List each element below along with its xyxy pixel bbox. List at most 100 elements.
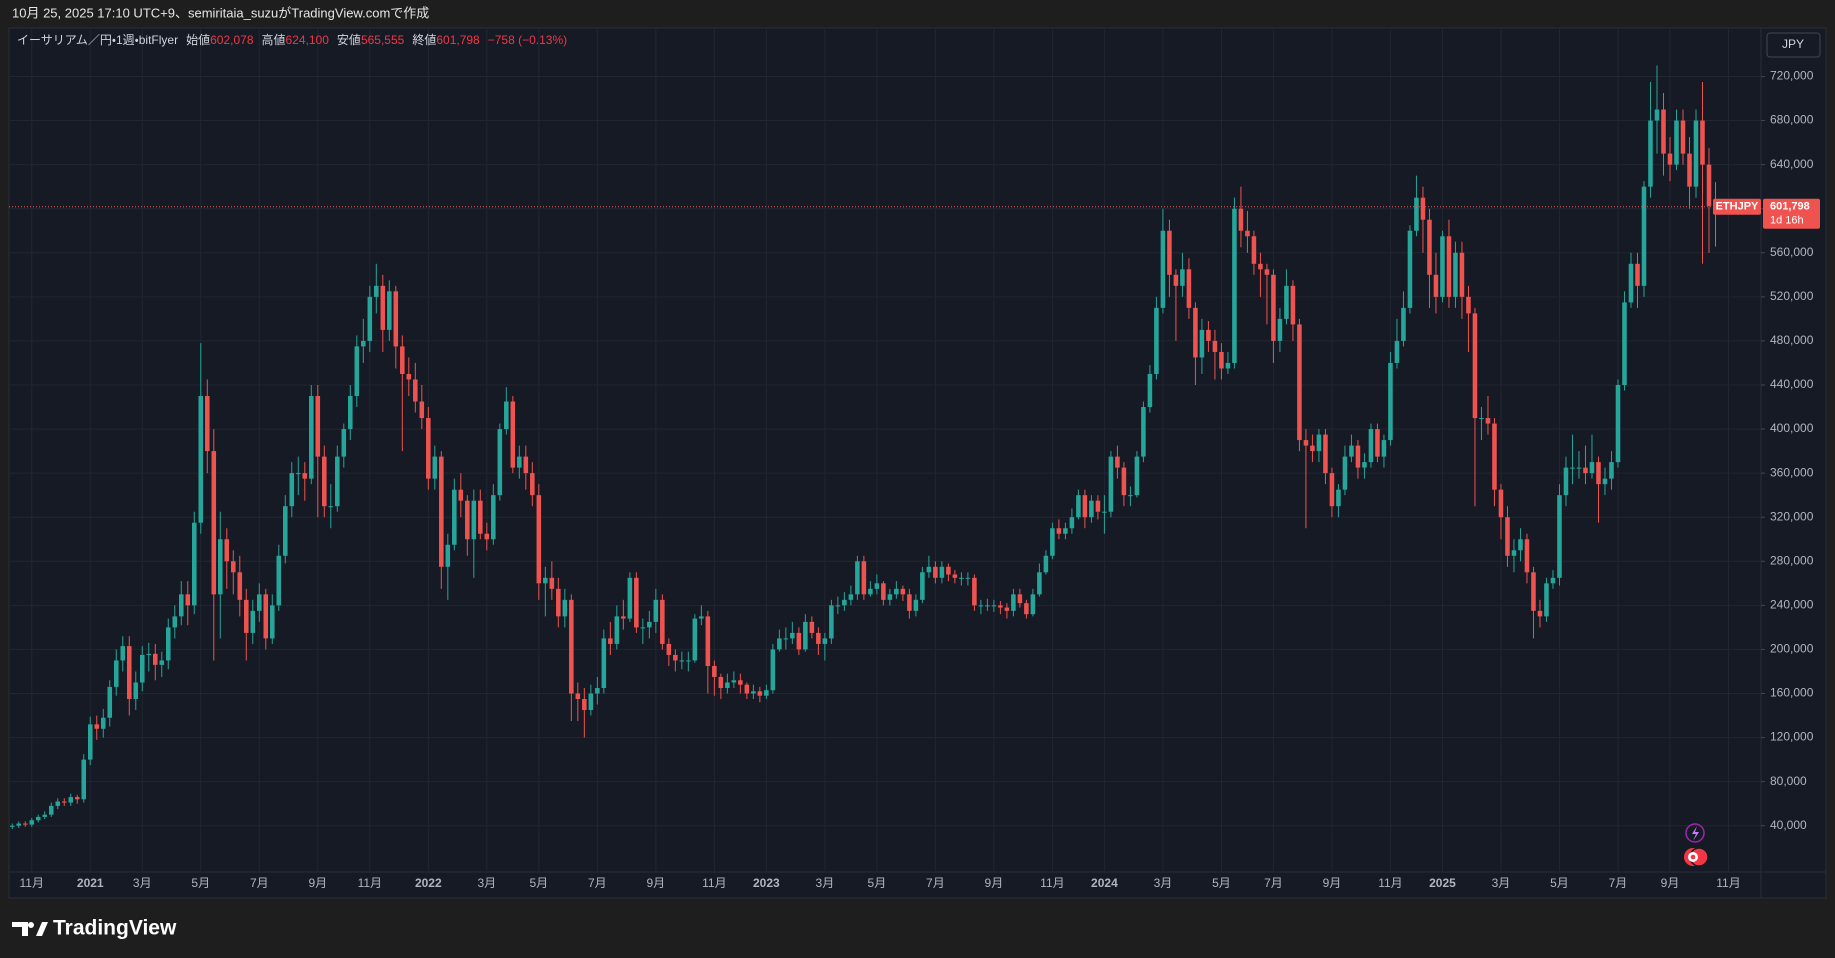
candle-body: [1479, 418, 1484, 420]
candle-body: [1056, 528, 1062, 534]
candle-body: [1596, 462, 1601, 485]
y-tick-label: 680,000: [1770, 113, 1814, 127]
candle-body: [1277, 318, 1283, 341]
candle-body: [380, 285, 386, 330]
candle-body: [1258, 263, 1263, 270]
candle-body: [1030, 594, 1036, 615]
candle-body: [595, 687, 600, 694]
candle-body: [218, 539, 223, 595]
candle-body: [848, 594, 854, 600]
candle-body: [185, 594, 191, 606]
candle-body: [1667, 153, 1673, 165]
candle-body: [1557, 495, 1562, 578]
candle-body: [1154, 307, 1159, 374]
candle-body: [1446, 236, 1452, 297]
currency-button[interactable]: [1766, 32, 1821, 58]
candle-body: [549, 577, 555, 589]
candle-body: [835, 605, 841, 607]
candle-body: [478, 500, 483, 534]
candle-body: [978, 605, 984, 607]
y-tick-label: 640,000: [1770, 157, 1814, 171]
candle-body: [1251, 236, 1257, 264]
candle-body: [133, 682, 139, 700]
candle-body: [250, 610, 256, 633]
candle-body: [244, 599, 249, 633]
x-tick-label: 7月: [926, 876, 945, 890]
candle-body: [497, 429, 503, 496]
x-tick-label: 7月: [250, 876, 269, 890]
candle-body: [1693, 120, 1699, 187]
x-tick-label: 3月: [133, 876, 152, 890]
candle-body: [647, 621, 652, 628]
candle-body: [1089, 500, 1094, 518]
candle-body: [1297, 324, 1302, 441]
candle-body: [1700, 120, 1705, 165]
grid: [9, 28, 1761, 872]
candle-body: [1407, 230, 1413, 308]
y-tick-label: 160,000: [1770, 686, 1814, 700]
candle-body: [55, 801, 61, 806]
candle-body: [946, 566, 951, 575]
candle-body: [387, 291, 392, 330]
x-tick-label: 2025: [1429, 876, 1456, 890]
alert-icon[interactable]: [1685, 823, 1705, 843]
candle-body: [1167, 230, 1172, 275]
change-value: −758 (−0.13%): [488, 33, 567, 47]
y-tick-label: 720,000: [1770, 69, 1814, 83]
candle-body: [855, 561, 860, 595]
candle-body: [705, 616, 711, 666]
candle-body: [1362, 462, 1367, 468]
candle-body: [1238, 208, 1244, 231]
event-icon-core: [1690, 854, 1696, 860]
candle-body: [48, 805, 54, 815]
candle-body: [211, 451, 217, 595]
candle-body: [699, 616, 704, 619]
x-tick-label: 9月: [646, 876, 665, 890]
candle-body: [1128, 495, 1133, 497]
candle-body: [562, 599, 568, 617]
y-tick-label: 480,000: [1770, 333, 1814, 347]
candle-body: [1635, 263, 1640, 286]
candle-body: [491, 495, 496, 540]
candle-body: [712, 665, 717, 677]
candle-body: [1622, 302, 1627, 385]
symbol-title: イーサリアム／円・1週・bitFlyer: [17, 33, 178, 47]
candle-body: [1102, 511, 1107, 513]
candle-body: [1433, 274, 1439, 297]
x-tick-label: 5月: [191, 876, 210, 890]
candle-body: [907, 594, 912, 611]
candle-body: [1576, 467, 1582, 469]
currency-label[interactable]: JPY: [1782, 37, 1804, 51]
candle-body: [1349, 445, 1354, 457]
price-tag-label: 601,798: [1770, 201, 1810, 213]
candle-body: [146, 653, 152, 655]
candle-body: [894, 588, 899, 595]
candle-body: [1401, 307, 1406, 341]
candle-body: [1271, 274, 1276, 341]
price-tag: [1763, 198, 1820, 229]
candle-body: [1492, 423, 1497, 490]
candle-body: [1206, 329, 1211, 341]
candle-body: [393, 291, 399, 347]
candle-body: [289, 473, 295, 507]
candle-body: [920, 572, 925, 600]
candle-body: [1342, 456, 1348, 490]
candle-body: [588, 693, 594, 711]
candle-body: [205, 396, 210, 452]
open-label: 始値: [186, 32, 210, 47]
brand-icon: [12, 922, 48, 936]
candle-body: [783, 638, 789, 640]
candle-body: [452, 489, 457, 545]
x-tick-label: 11月: [702, 876, 726, 890]
candle-body: [35, 816, 41, 821]
candle-body: [296, 473, 301, 475]
candle-body: [725, 682, 730, 688]
candle-body: [1589, 462, 1595, 474]
candle-body: [1329, 473, 1335, 507]
y-tick-label: 200,000: [1770, 642, 1814, 656]
candle-body: [1095, 500, 1101, 512]
candle-body: [751, 691, 756, 694]
candle-body: [543, 577, 548, 584]
candle-body: [22, 823, 28, 825]
candle-body: [900, 588, 906, 595]
